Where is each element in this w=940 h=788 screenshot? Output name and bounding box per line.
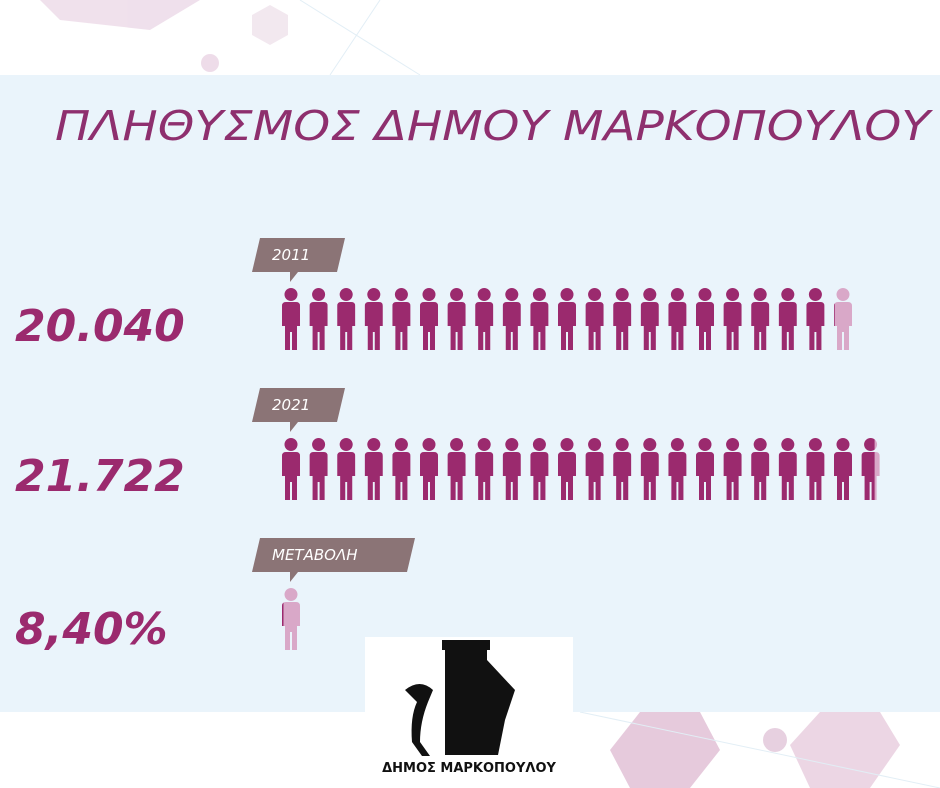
figure-filled: [420, 438, 438, 500]
figure-filled: [806, 438, 825, 500]
figure-filled: [392, 288, 411, 350]
figure-filled: [640, 288, 659, 350]
figure-filled: [475, 288, 494, 350]
figure-filled: [585, 288, 604, 350]
figure-filled: [558, 288, 576, 350]
figure-filled: [447, 438, 466, 500]
pictogram-row: [282, 288, 852, 350]
figure-filled: [778, 438, 797, 500]
figure-filled: [364, 288, 383, 350]
tag: [252, 238, 345, 282]
figure-empty: [834, 288, 852, 350]
tag: [252, 388, 345, 432]
tag-label: 2011: [272, 246, 310, 264]
figure-filled: [696, 438, 714, 500]
figure-filled: [640, 438, 659, 500]
figure-filled: [668, 288, 687, 350]
pictogram-row: [282, 588, 300, 650]
figure-filled: [585, 438, 604, 500]
figure-filled: [723, 288, 742, 350]
figure-filled: [751, 438, 770, 500]
value-label: 8,40%: [15, 604, 168, 655]
figure-filled: [282, 602, 284, 626]
figure-filled: [337, 288, 356, 350]
logo-text: ΔΗΜΟΣ ΜΑΡΚΟΠΟΥΛΟΥ: [382, 761, 556, 776]
figure-filled: [751, 288, 770, 350]
figure-filled: [696, 288, 714, 350]
figure-filled: [337, 438, 356, 500]
figure-filled: [530, 438, 549, 500]
figure-filled: [668, 438, 687, 500]
panel: [0, 75, 940, 712]
figure-filled: [502, 438, 521, 500]
figure-filled: [502, 288, 521, 350]
figure-filled: [530, 288, 549, 350]
figure-filled: [364, 438, 383, 500]
figure-filled: [420, 288, 438, 350]
figure-filled: [834, 303, 835, 326]
figure-filled: [475, 438, 494, 500]
figure-filled: [392, 438, 411, 500]
figure-filled: [309, 438, 328, 500]
figure-empty: [282, 588, 300, 650]
figure-filled: [834, 438, 852, 500]
figure-filled: [282, 288, 300, 350]
pictogram-row: [282, 438, 880, 500]
figure-filled: [806, 288, 825, 350]
value-label: 21.722: [15, 451, 185, 502]
figure-filled: [282, 438, 300, 500]
chart-title: ΠΛΗΘΥΣΜΟΣ ΔΗΜΟΥ ΜΑΡΚΟΠΟΥΛΟΥ: [55, 102, 933, 150]
logo-emblem: [405, 640, 515, 756]
figure-filled: [613, 288, 632, 350]
figure-filled: [309, 288, 328, 350]
tag-label: ΜΕΤΑΒΟΛΗ: [272, 546, 357, 564]
figure-filled: [723, 438, 742, 500]
tag: [252, 538, 415, 582]
figure-filled: [558, 438, 576, 500]
figure-filled: [778, 288, 797, 350]
decoration: [40, 0, 940, 788]
figure-filled: [613, 438, 632, 500]
tag-label: 2021: [272, 396, 310, 414]
figure-filled: [447, 288, 466, 350]
figure-filled: [861, 438, 875, 500]
value-label: 20.040: [15, 301, 185, 352]
